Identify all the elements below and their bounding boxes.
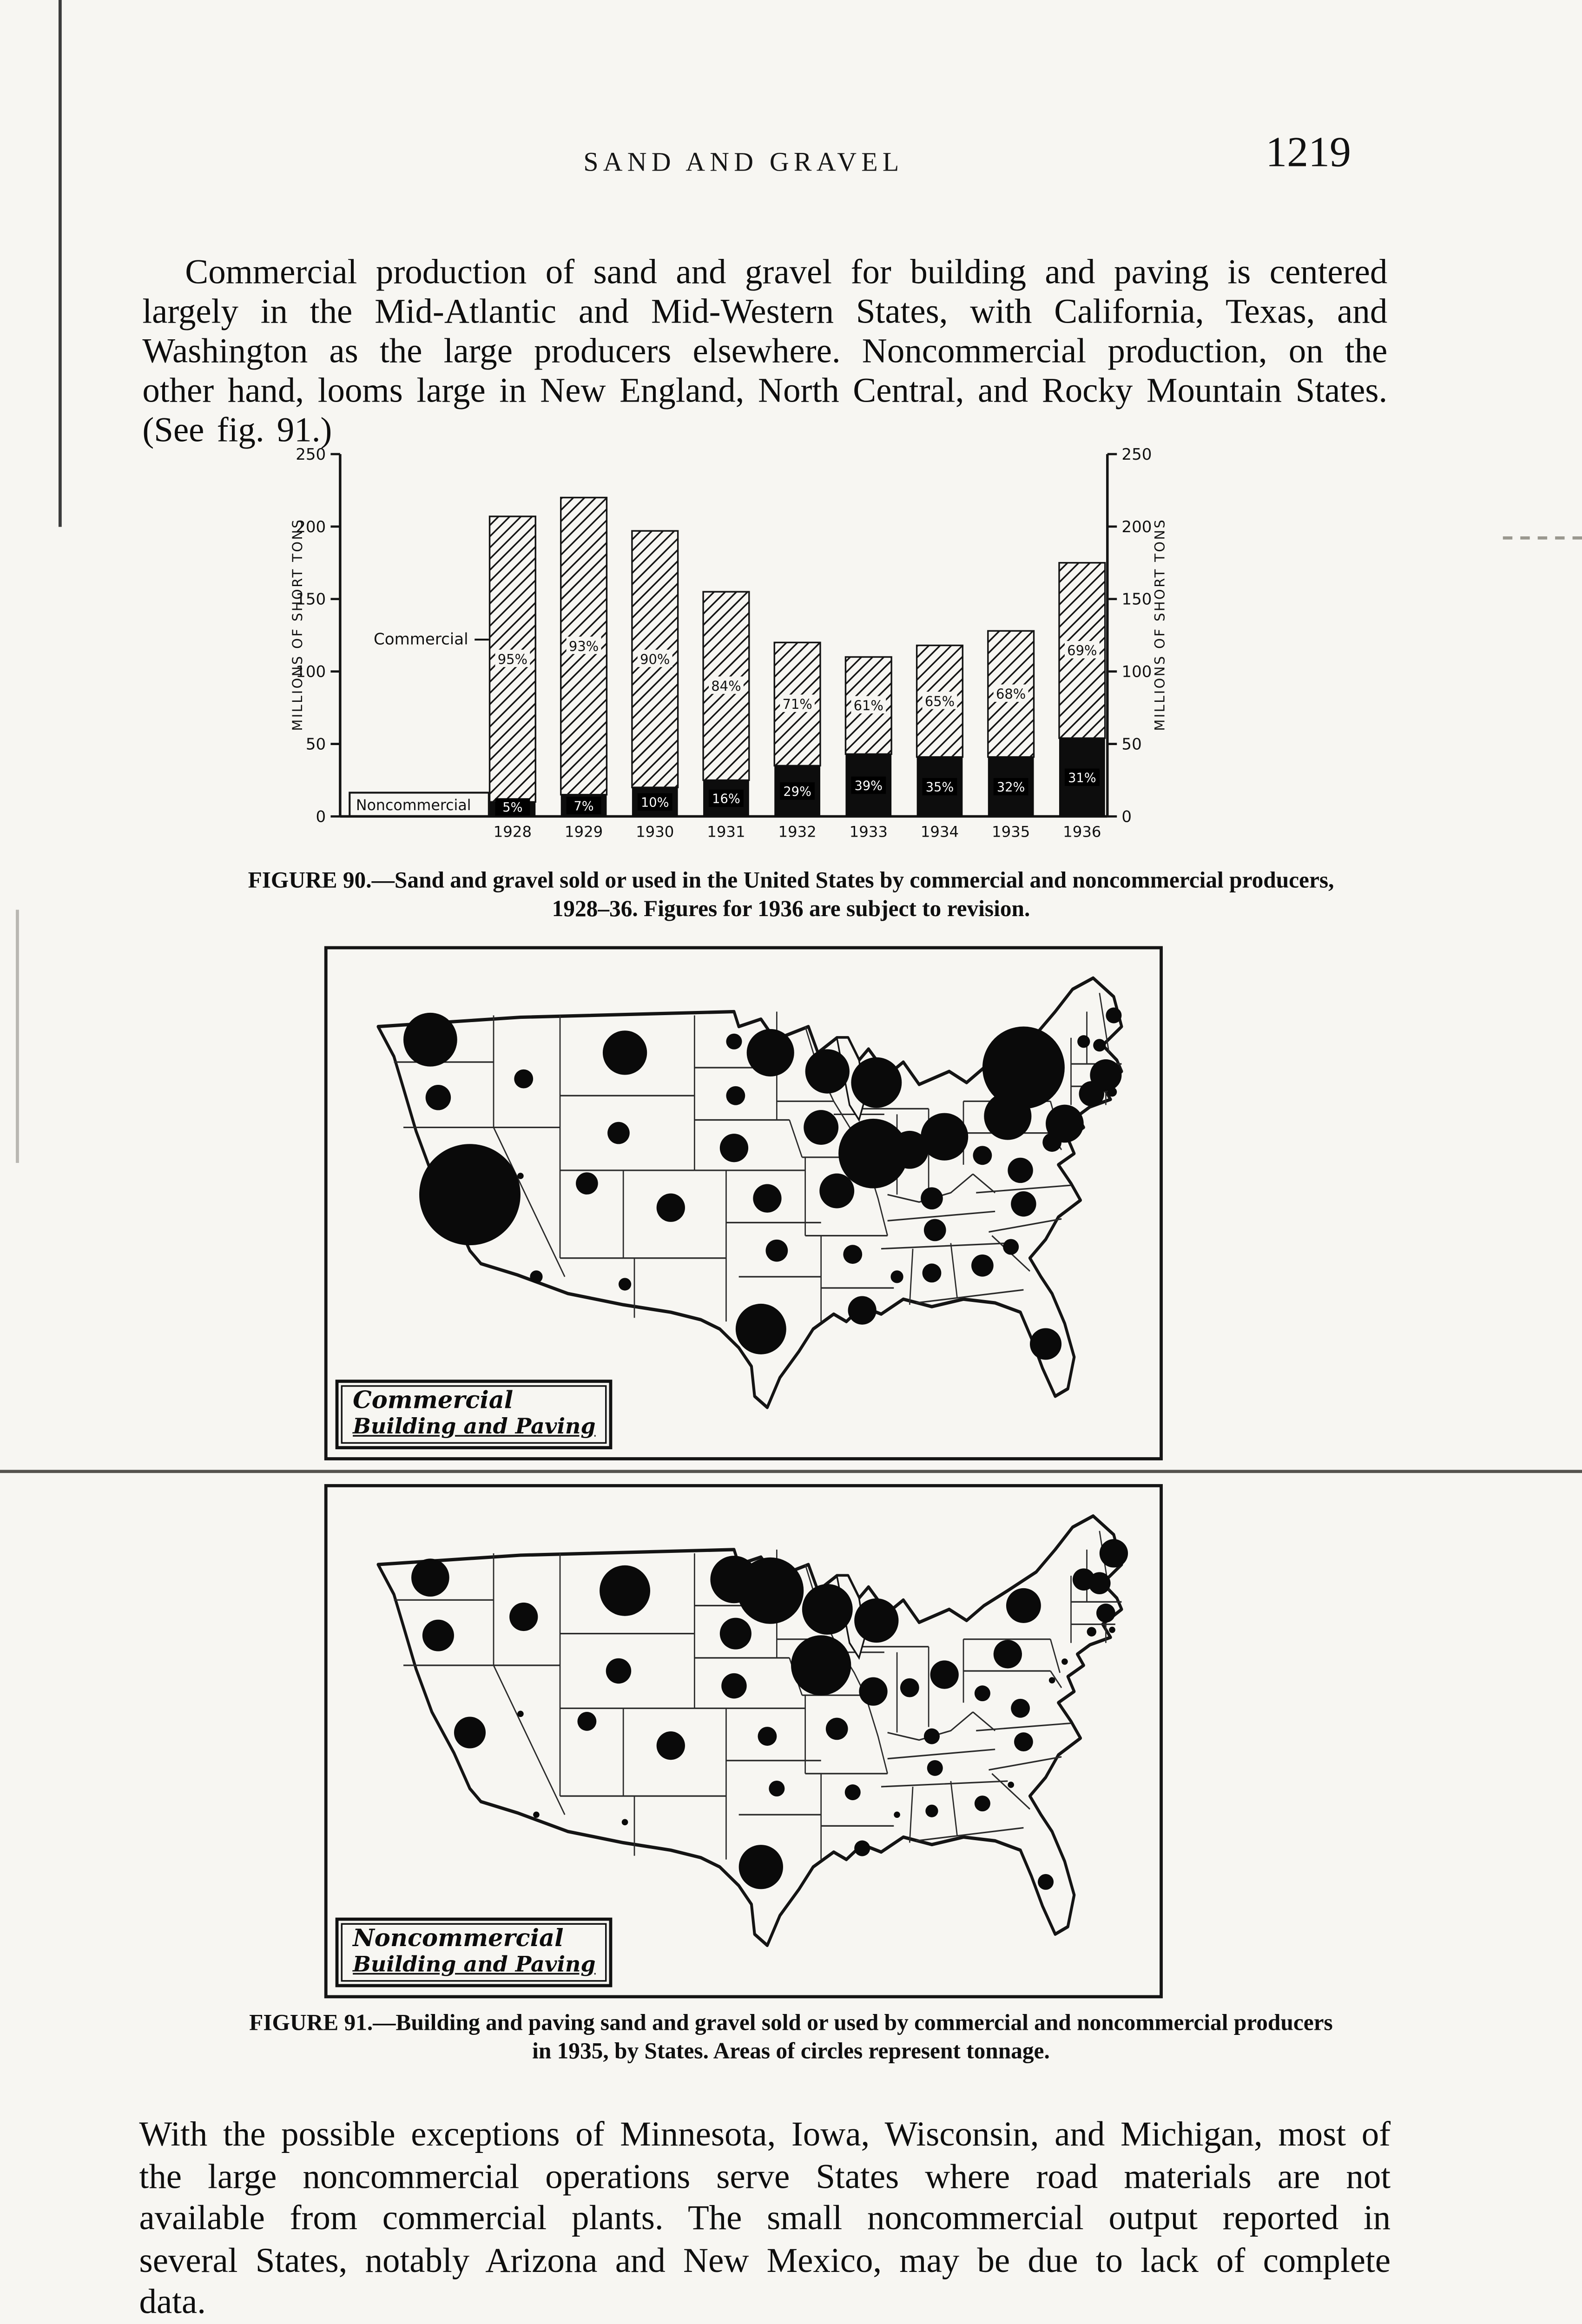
svg-text:1929: 1929 [565, 823, 603, 841]
intro-paragraph: Commercial production of sand and gravel… [142, 251, 1388, 449]
map-noncommercial-label-line1: Noncommercial [353, 1924, 564, 1953]
svg-text:61%: 61% [854, 698, 883, 713]
svg-text:84%: 84% [711, 678, 741, 694]
svg-text:5%: 5% [502, 800, 522, 815]
map-noncommercial: Noncommercial Building and Paving [324, 1484, 1163, 1999]
svg-text:150: 150 [296, 590, 326, 609]
svg-text:29%: 29% [783, 785, 811, 799]
commercial-state-circles [403, 1007, 1122, 1360]
svg-text:35%: 35% [926, 780, 954, 795]
svg-text:Commercial: Commercial [374, 630, 468, 648]
svg-text:1933: 1933 [850, 823, 888, 841]
svg-text:Noncommercial: Noncommercial [356, 797, 471, 814]
map-commercial-svg [328, 949, 1160, 1457]
running-head: SAND AND GRAVEL [583, 147, 904, 178]
svg-text:32%: 32% [997, 780, 1025, 795]
svg-text:69%: 69% [1067, 643, 1097, 659]
svg-text:71%: 71% [782, 696, 812, 712]
noncommercial-state-circles [411, 1539, 1128, 1890]
svg-text:68%: 68% [996, 686, 1026, 702]
map-commercial-label-line2: Building and Paving [353, 1414, 596, 1440]
map-commercial: Commercial Building and Paving [324, 946, 1163, 1460]
svg-text:65%: 65% [925, 693, 955, 709]
svg-text:100: 100 [296, 663, 326, 681]
svg-text:MILLIONS OF SHORT TONS: MILLIONS OF SHORT TONS [290, 518, 305, 731]
svg-text:100: 100 [1121, 663, 1152, 681]
svg-text:10%: 10% [641, 795, 669, 810]
scan-artifact-dashes [1503, 536, 1582, 540]
svg-text:200: 200 [1121, 518, 1152, 536]
svg-text:250: 250 [1121, 445, 1152, 464]
map-noncommercial-label: Noncommercial Building and Paving [335, 1917, 613, 1987]
svg-text:0: 0 [316, 807, 326, 826]
map-noncommercial-label-line2: Building and Paving [353, 1952, 596, 1978]
svg-text:0: 0 [1121, 807, 1132, 826]
svg-text:1930: 1930 [636, 823, 674, 841]
svg-text:1928: 1928 [494, 823, 532, 841]
map-commercial-label: Commercial Building and Paving [335, 1380, 613, 1450]
figure90-caption-line1: FIGURE 90.—Sand and gravel sold or used … [248, 868, 1334, 894]
svg-text:1934: 1934 [921, 823, 959, 841]
scan-fold-line [0, 1470, 1582, 1473]
bars: 95% 5% 1928 93% 7% 1929 90% 10% 1930 84% 16% 1931 71… [488, 496, 1106, 841]
figure90-caption: FIGURE 90.—Sand and gravel sold or used … [126, 869, 1455, 924]
svg-text:200: 200 [296, 518, 326, 536]
closing-paragraph: With the possible exceptions of Minnesot… [139, 2113, 1391, 2321]
svg-text:90%: 90% [640, 651, 670, 667]
svg-text:95%: 95% [498, 651, 527, 667]
map-noncommercial-svg [328, 1487, 1128, 1995]
figure90-chart: 0 0 50 50 100 100 150 150 200 200 250 250 MILLIONS O… [290, 445, 1167, 841]
svg-text:150: 150 [1121, 590, 1152, 609]
svg-text:1932: 1932 [778, 823, 816, 841]
page-number: 1219 [1266, 128, 1351, 176]
svg-text:MILLIONS OF SHORT TONS: MILLIONS OF SHORT TONS [1152, 518, 1167, 731]
svg-text:50: 50 [306, 735, 326, 753]
svg-text:50: 50 [1121, 735, 1141, 753]
map-commercial-label-line1: Commercial [353, 1386, 514, 1415]
scan-artifact-left-mark [16, 910, 19, 1163]
figure90-caption-line2: 1928–36. Figures for 1936 are subject to… [552, 896, 1030, 922]
svg-text:93%: 93% [569, 638, 599, 654]
figure91-caption-line1: FIGURE 91.—Building and paving sand and … [249, 2011, 1333, 2036]
svg-text:1931: 1931 [707, 823, 745, 841]
svg-text:7%: 7% [573, 799, 593, 813]
chart-root: 0 0 50 50 100 100 150 150 200 200 250 250 MILLIONS O… [290, 445, 1167, 841]
figure91-caption: FIGURE 91.—Building and paving sand and … [126, 2011, 1455, 2066]
scan-artifact-left-rule [58, 0, 62, 527]
figure91-caption-line2: in 1935, by States. Areas of circles rep… [532, 2039, 1050, 2064]
svg-text:16%: 16% [712, 792, 740, 806]
svg-text:250: 250 [296, 445, 326, 464]
figure90-chart-area: 0 0 50 50 100 100 150 150 200 200 250 250 MILLIONS O… [269, 443, 1186, 858]
svg-text:1936: 1936 [1063, 823, 1101, 841]
svg-text:39%: 39% [855, 779, 883, 793]
svg-text:31%: 31% [1068, 771, 1096, 785]
svg-text:1935: 1935 [992, 823, 1030, 841]
